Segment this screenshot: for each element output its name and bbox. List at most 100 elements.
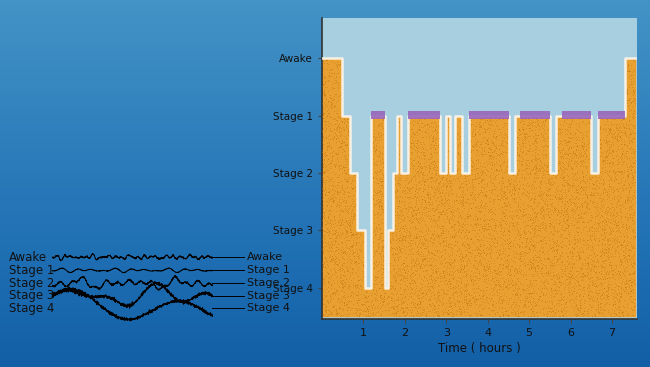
- Point: [462, 267, 473, 273]
- Point: [471, 207, 481, 212]
- Point: [529, 243, 539, 248]
- Point: [441, 259, 451, 265]
- Point: [426, 184, 437, 190]
- Point: [416, 201, 426, 207]
- Point: [558, 183, 569, 189]
- Point: [550, 206, 560, 212]
- Point: [603, 268, 614, 274]
- Point: [543, 223, 554, 229]
- Point: [471, 312, 482, 318]
- Point: [486, 145, 496, 150]
- Point: [525, 298, 536, 304]
- Point: [556, 259, 567, 265]
- Point: [558, 201, 569, 207]
- Point: [358, 254, 369, 259]
- Point: [413, 166, 424, 172]
- Point: [419, 210, 430, 216]
- Point: [509, 195, 519, 201]
- Point: [462, 227, 473, 233]
- Point: [557, 309, 567, 315]
- Point: [464, 114, 474, 120]
- Point: [436, 175, 447, 181]
- Point: [326, 245, 337, 251]
- Point: [346, 305, 356, 310]
- Point: [434, 232, 444, 238]
- Point: [506, 214, 517, 220]
- Point: [463, 249, 473, 255]
- Point: [569, 150, 579, 156]
- Point: [628, 270, 638, 276]
- Point: [514, 152, 524, 157]
- Point: [549, 303, 559, 309]
- Point: [359, 302, 370, 308]
- Point: [334, 163, 345, 169]
- Point: [410, 233, 421, 239]
- Point: [352, 247, 363, 253]
- Point: [533, 262, 543, 268]
- Point: [505, 171, 515, 177]
- Point: [375, 300, 385, 306]
- Point: [575, 192, 585, 197]
- Point: [518, 201, 528, 207]
- Point: [332, 298, 343, 304]
- Point: [570, 170, 580, 176]
- Point: [474, 124, 484, 130]
- Point: [429, 236, 439, 242]
- Point: [376, 160, 386, 166]
- Point: [490, 244, 501, 250]
- Point: [599, 216, 609, 222]
- Point: [339, 119, 349, 125]
- Point: [496, 284, 506, 290]
- Point: [469, 196, 480, 202]
- Point: [417, 239, 427, 245]
- Point: [345, 277, 356, 283]
- Point: [376, 156, 387, 161]
- Point: [553, 207, 564, 213]
- Point: [353, 253, 363, 259]
- Point: [482, 141, 493, 147]
- Point: [327, 198, 337, 204]
- Point: [371, 197, 382, 203]
- Point: [449, 202, 460, 208]
- Point: [451, 230, 462, 236]
- Point: [435, 225, 445, 231]
- Point: [432, 188, 443, 194]
- Point: [330, 79, 341, 85]
- Point: [484, 270, 495, 276]
- Point: [322, 167, 332, 173]
- Point: [512, 292, 522, 298]
- Point: [324, 225, 335, 230]
- Point: [567, 248, 577, 254]
- Point: [573, 307, 583, 313]
- Point: [611, 222, 621, 228]
- Point: [489, 274, 500, 280]
- Point: [334, 204, 345, 210]
- Point: [587, 214, 597, 220]
- Point: [445, 283, 455, 289]
- Point: [437, 290, 448, 296]
- Point: [440, 219, 450, 225]
- Point: [330, 231, 341, 237]
- Point: [389, 256, 399, 262]
- Point: [552, 212, 563, 218]
- Point: [482, 141, 493, 147]
- Point: [317, 217, 327, 223]
- Point: [339, 139, 349, 145]
- Point: [317, 139, 328, 145]
- Point: [422, 192, 433, 197]
- Point: [518, 311, 528, 317]
- Point: [560, 265, 570, 271]
- Point: [334, 145, 345, 150]
- Point: [602, 189, 612, 195]
- Point: [404, 217, 414, 223]
- Point: [329, 307, 339, 313]
- Point: [588, 237, 599, 243]
- Point: [511, 292, 521, 298]
- Point: [586, 212, 596, 218]
- Point: [607, 227, 618, 233]
- Point: [379, 170, 389, 176]
- Point: [478, 273, 489, 279]
- Point: [422, 225, 433, 231]
- Point: [536, 188, 546, 194]
- Point: [580, 146, 591, 152]
